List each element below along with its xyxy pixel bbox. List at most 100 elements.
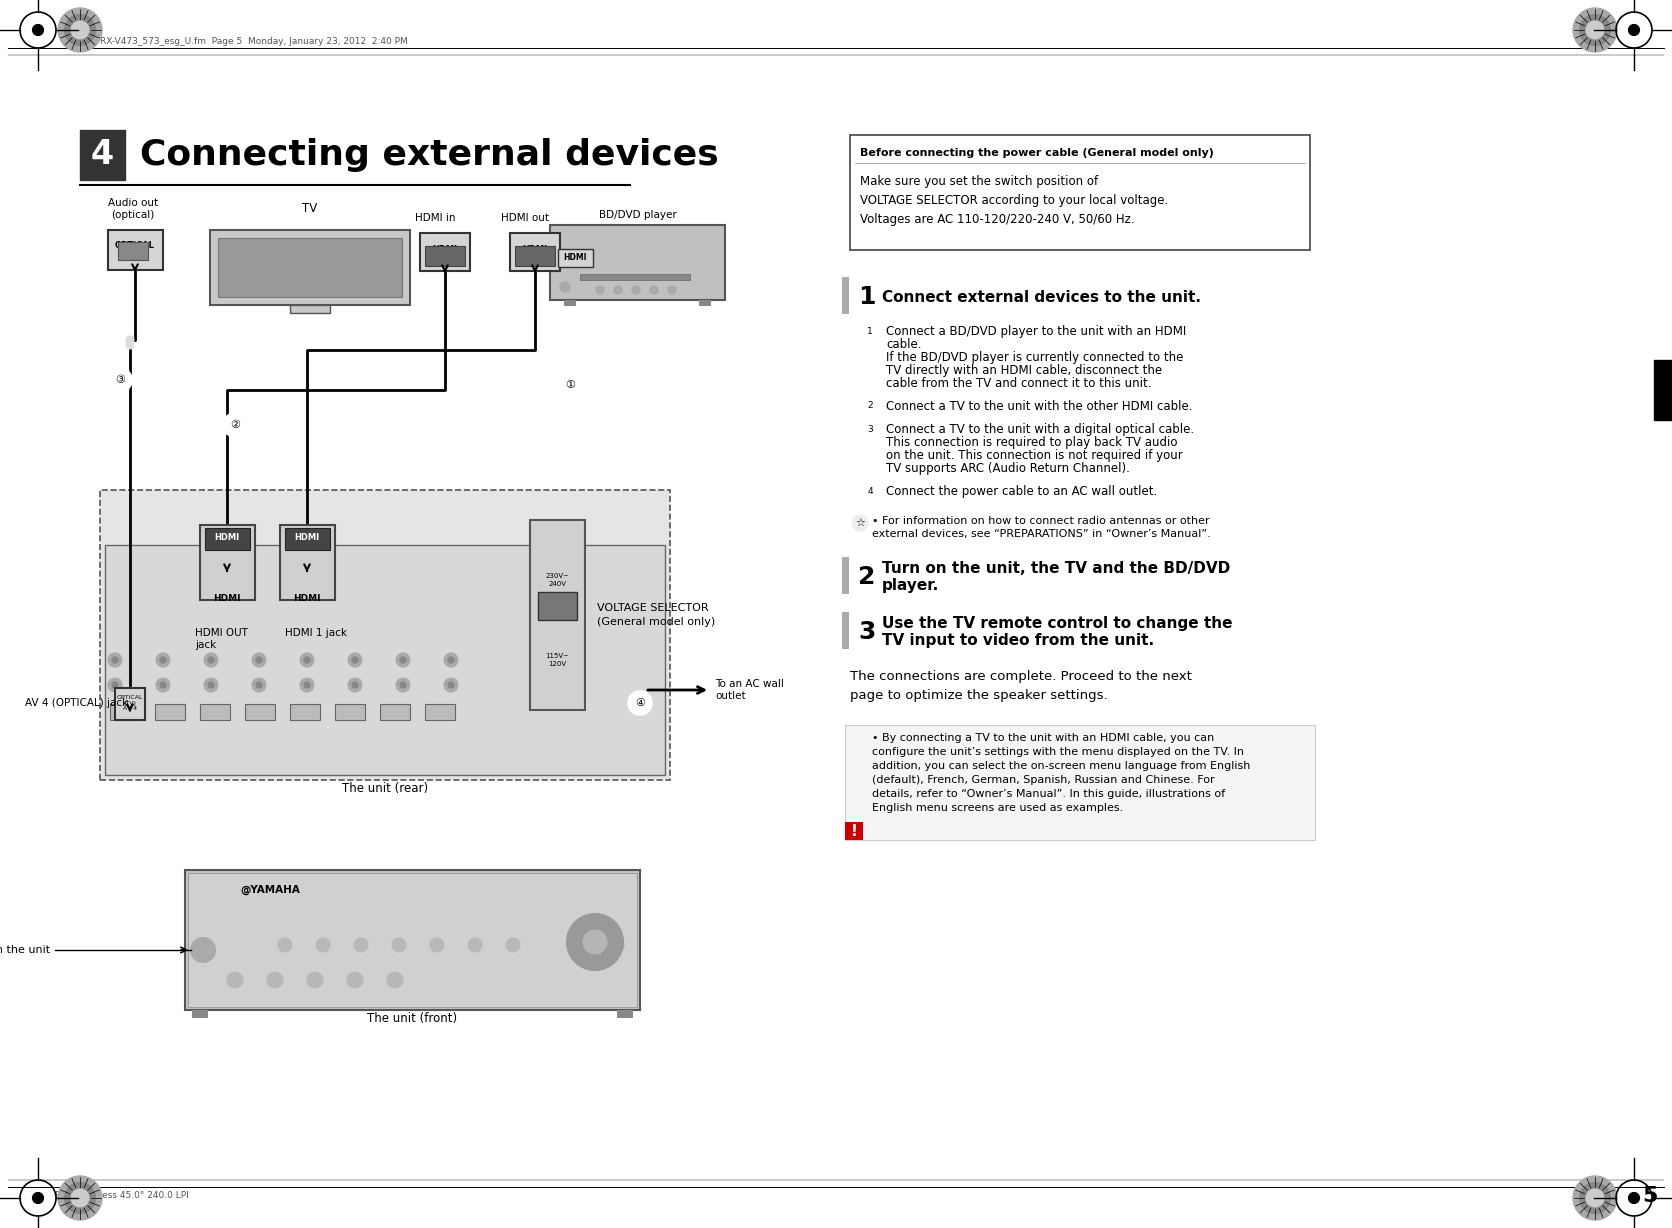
Bar bbox=[119, 242, 149, 260]
Circle shape bbox=[191, 938, 216, 962]
Circle shape bbox=[575, 936, 594, 954]
Bar bbox=[844, 725, 1314, 840]
Text: Connect a TV to the unit with the other HDMI cable.: Connect a TV to the unit with the other … bbox=[886, 400, 1192, 413]
Circle shape bbox=[32, 1192, 43, 1203]
Text: HDMI 1 jack: HDMI 1 jack bbox=[284, 628, 348, 639]
Bar bbox=[844, 822, 863, 840]
Text: ☆: ☆ bbox=[854, 518, 864, 528]
Circle shape bbox=[396, 678, 410, 693]
Bar bbox=[100, 490, 670, 780]
Bar bbox=[563, 300, 575, 306]
Text: 5: 5 bbox=[1642, 1186, 1657, 1206]
Circle shape bbox=[207, 682, 214, 688]
Circle shape bbox=[161, 682, 166, 688]
Text: En: En bbox=[1593, 1190, 1610, 1202]
Bar bbox=[849, 135, 1309, 251]
Bar bbox=[425, 246, 465, 266]
Circle shape bbox=[348, 653, 363, 667]
Circle shape bbox=[125, 336, 134, 344]
Text: VOLTAGE SELECTOR
(General model only): VOLTAGE SELECTOR (General model only) bbox=[597, 603, 716, 626]
Bar bbox=[217, 238, 401, 297]
Circle shape bbox=[65, 15, 95, 45]
Text: !: ! bbox=[851, 824, 858, 839]
Bar bbox=[530, 519, 585, 710]
Bar bbox=[425, 704, 455, 720]
Text: ①: ① bbox=[565, 379, 575, 391]
Bar bbox=[115, 688, 145, 720]
Circle shape bbox=[299, 653, 314, 667]
Text: HDMI: HDMI bbox=[433, 246, 458, 254]
Circle shape bbox=[304, 682, 309, 688]
Circle shape bbox=[1573, 9, 1617, 52]
Circle shape bbox=[161, 657, 166, 663]
Text: Audio out
(optical): Audio out (optical) bbox=[109, 198, 159, 220]
Text: If the BD/DVD player is currently connected to the: If the BD/DVD player is currently connec… bbox=[886, 351, 1184, 363]
Bar bbox=[550, 225, 726, 300]
Text: The unit (front): The unit (front) bbox=[368, 1012, 458, 1025]
Bar bbox=[617, 1009, 634, 1018]
Text: The unit (rear): The unit (rear) bbox=[343, 782, 428, 795]
Text: 1: 1 bbox=[868, 327, 873, 335]
Circle shape bbox=[72, 21, 89, 39]
Circle shape bbox=[669, 286, 675, 293]
Text: HDMI: HDMI bbox=[214, 533, 239, 543]
Bar bbox=[187, 873, 637, 1007]
Circle shape bbox=[853, 515, 868, 530]
Text: AV 4 (OPTICAL) jack: AV 4 (OPTICAL) jack bbox=[25, 698, 129, 709]
Circle shape bbox=[252, 678, 266, 693]
Text: Make sure you set the switch position of
VOLTAGE SELECTOR according to your loca: Make sure you set the switch position of… bbox=[859, 176, 1169, 226]
Circle shape bbox=[112, 682, 119, 688]
Bar bbox=[105, 545, 665, 775]
Circle shape bbox=[155, 678, 171, 693]
Text: • For information on how to connect radio antennas or other
external devices, se: • For information on how to connect radi… bbox=[873, 516, 1211, 539]
Bar bbox=[380, 704, 410, 720]
Bar bbox=[201, 704, 231, 720]
Bar bbox=[420, 233, 470, 271]
Circle shape bbox=[1580, 1183, 1610, 1213]
Circle shape bbox=[391, 938, 406, 952]
Circle shape bbox=[1580, 15, 1610, 45]
Text: BD/DVD player: BD/DVD player bbox=[599, 210, 677, 220]
Circle shape bbox=[252, 653, 266, 667]
Circle shape bbox=[445, 678, 458, 693]
Bar bbox=[515, 246, 555, 266]
Circle shape bbox=[445, 653, 458, 667]
Text: HDMI: HDMI bbox=[563, 253, 587, 263]
Bar bbox=[109, 230, 162, 270]
Circle shape bbox=[1587, 1189, 1603, 1207]
Circle shape bbox=[109, 368, 132, 392]
Circle shape bbox=[112, 657, 119, 663]
Text: on the unit. This connection is not required if your: on the unit. This connection is not requ… bbox=[886, 449, 1182, 462]
Bar bbox=[201, 526, 256, 600]
Bar bbox=[155, 704, 186, 720]
Circle shape bbox=[558, 373, 582, 397]
Circle shape bbox=[353, 682, 358, 688]
Bar bbox=[284, 528, 329, 550]
Bar bbox=[192, 1009, 207, 1018]
Text: 1: 1 bbox=[858, 285, 876, 309]
Circle shape bbox=[1587, 21, 1603, 39]
Circle shape bbox=[863, 323, 878, 339]
Text: Black process 45.0° 240.0 LPI: Black process 45.0° 240.0 LPI bbox=[55, 1191, 189, 1201]
Circle shape bbox=[448, 657, 455, 663]
Circle shape bbox=[204, 653, 217, 667]
Text: Connect a TV to the unit with a digital optical cable.: Connect a TV to the unit with a digital … bbox=[886, 422, 1194, 436]
Text: Turn on the unit, the TV and the BD/DVD
player.: Turn on the unit, the TV and the BD/DVD … bbox=[883, 561, 1231, 593]
Text: Before connecting the power cable (General model only): Before connecting the power cable (Gener… bbox=[859, 149, 1214, 158]
Circle shape bbox=[354, 938, 368, 952]
Text: Use the TV remote control to change the
TV input to video from the unit.: Use the TV remote control to change the … bbox=[883, 615, 1232, 648]
Text: cable.: cable. bbox=[886, 338, 921, 351]
Text: ④: ④ bbox=[635, 698, 645, 709]
Text: OPTICAL: OPTICAL bbox=[115, 241, 155, 249]
Circle shape bbox=[863, 421, 878, 437]
Circle shape bbox=[316, 938, 329, 952]
Bar bbox=[246, 704, 274, 720]
Circle shape bbox=[204, 678, 217, 693]
Circle shape bbox=[396, 653, 410, 667]
Text: Connecting external devices: Connecting external devices bbox=[140, 138, 719, 172]
Circle shape bbox=[595, 286, 604, 293]
Text: HDMI: HDMI bbox=[522, 246, 547, 254]
Circle shape bbox=[155, 653, 171, 667]
Circle shape bbox=[386, 973, 403, 989]
Circle shape bbox=[109, 678, 122, 693]
